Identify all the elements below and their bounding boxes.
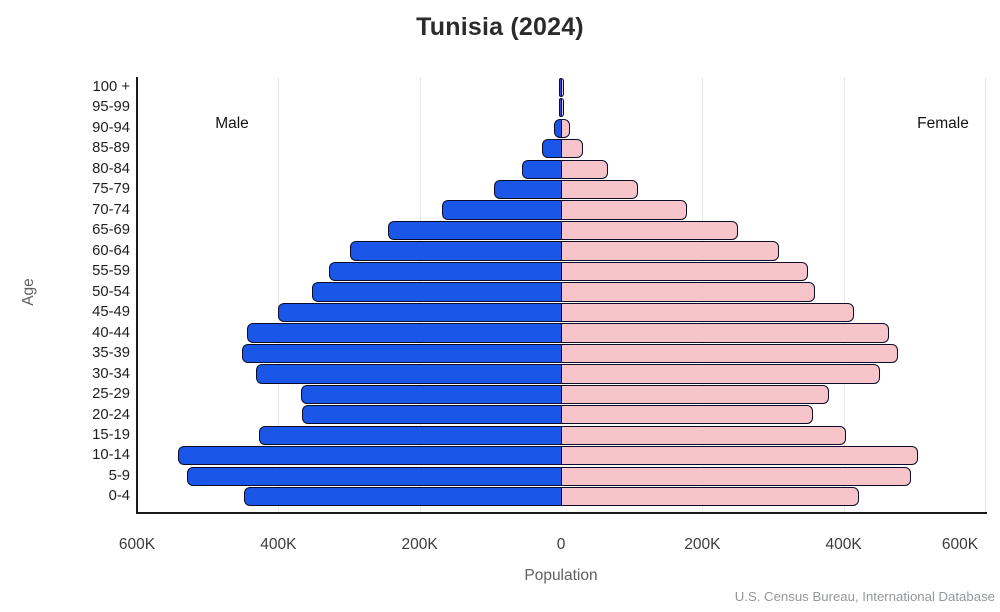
female-bar[interactable]	[561, 98, 564, 118]
male-bar[interactable]	[278, 302, 561, 323]
female-bar[interactable]	[561, 425, 846, 445]
x-tick-label: 600K	[118, 536, 156, 553]
chart-title: Tunisia (2024)	[416, 13, 584, 41]
female-bar[interactable]	[561, 261, 808, 282]
age-tick-label: 25-29	[92, 386, 130, 403]
female-bar[interactable]	[561, 446, 918, 466]
male-bar[interactable]	[244, 487, 561, 507]
male-bar[interactable]	[493, 179, 561, 200]
female-bar[interactable]	[561, 343, 899, 364]
age-tick-label: 55-59	[92, 263, 130, 280]
female-bar[interactable]	[561, 118, 571, 138]
male-bar[interactable]	[553, 118, 561, 138]
age-tick-label: 40-44	[92, 324, 130, 341]
male-bar[interactable]	[256, 364, 561, 384]
age-tick-label: 80-84	[92, 160, 130, 177]
male-bar[interactable]	[300, 384, 561, 404]
age-tick-labels: 100 + 95-99 90-94 85-89 80-84 75-79 70-74 65-69…	[0, 77, 130, 507]
male-bar[interactable]	[187, 466, 561, 486]
age-tick-label: 90-94	[92, 119, 130, 136]
age-tick-label: 70-74	[92, 201, 130, 218]
male-bar[interactable]	[349, 241, 561, 261]
female-bar[interactable]	[561, 487, 859, 507]
age-tick-label: 30-34	[92, 365, 130, 382]
female-bar[interactable]	[561, 323, 889, 343]
x-tick-label: 200K	[401, 536, 438, 553]
gridline	[985, 77, 986, 512]
female-bar[interactable]	[561, 139, 583, 159]
female-side-label: Female	[917, 115, 969, 132]
gridline	[843, 77, 845, 512]
x-tick-label: 600K	[941, 536, 979, 553]
y-axis-spine	[136, 77, 138, 514]
female-bar[interactable]	[561, 179, 639, 200]
female-bar[interactable]	[561, 302, 854, 323]
x-tick-label: 200K	[684, 536, 721, 553]
age-tick-label: 15-19	[92, 426, 130, 443]
age-tick-label: 20-24	[92, 406, 130, 423]
age-tick-label: 5-9	[108, 467, 130, 484]
male-bar[interactable]	[259, 425, 561, 445]
age-tick-label: 35-39	[92, 345, 130, 362]
x-axis-line	[136, 512, 987, 514]
age-tick-label: 85-89	[92, 140, 130, 157]
female-bar[interactable]	[561, 220, 738, 241]
female-bar[interactable]	[561, 77, 564, 97]
male-bar[interactable]	[312, 282, 561, 302]
female-bar[interactable]	[561, 282, 816, 302]
age-tick-label: 45-49	[92, 304, 130, 321]
gridline	[278, 77, 280, 512]
age-tick-label: 0-4	[108, 488, 130, 505]
female-bar[interactable]	[561, 405, 814, 425]
male-side-label: Male	[215, 115, 249, 132]
age-tick-label: 60-64	[92, 242, 130, 259]
age-tick-label: 10-14	[92, 447, 130, 464]
male-bar[interactable]	[387, 220, 561, 241]
male-bar[interactable]	[441, 200, 561, 220]
male-bar[interactable]	[241, 343, 561, 364]
x-tick-label: 400K	[825, 536, 862, 553]
male-bar[interactable]	[541, 139, 561, 159]
female-bar[interactable]	[561, 466, 911, 486]
age-tick-label: 50-54	[92, 283, 130, 300]
male-bar[interactable]	[302, 405, 561, 425]
female-bar[interactable]	[561, 200, 688, 220]
male-bar[interactable]	[247, 323, 561, 343]
age-tick-label: 75-79	[92, 181, 130, 198]
x-tick-label: 0	[556, 536, 566, 553]
source-credit: U.S. Census Bureau, International Databa…	[734, 589, 995, 604]
male-bar[interactable]	[522, 159, 561, 179]
male-bar[interactable]	[329, 261, 561, 282]
female-bar[interactable]	[561, 241, 779, 261]
female-bar[interactable]	[561, 159, 609, 179]
female-bar[interactable]	[561, 364, 881, 384]
age-tick-label: 100 +	[92, 79, 130, 95]
age-tick-label: 95-99	[92, 99, 130, 116]
x-axis-title: Population	[524, 567, 598, 584]
male-bar[interactable]	[559, 77, 561, 97]
x-tick-label: 400K	[260, 536, 297, 553]
male-bar[interactable]	[558, 98, 561, 118]
male-bar[interactable]	[177, 446, 561, 466]
age-tick-label: 65-69	[92, 222, 130, 239]
female-bar[interactable]	[561, 384, 829, 404]
